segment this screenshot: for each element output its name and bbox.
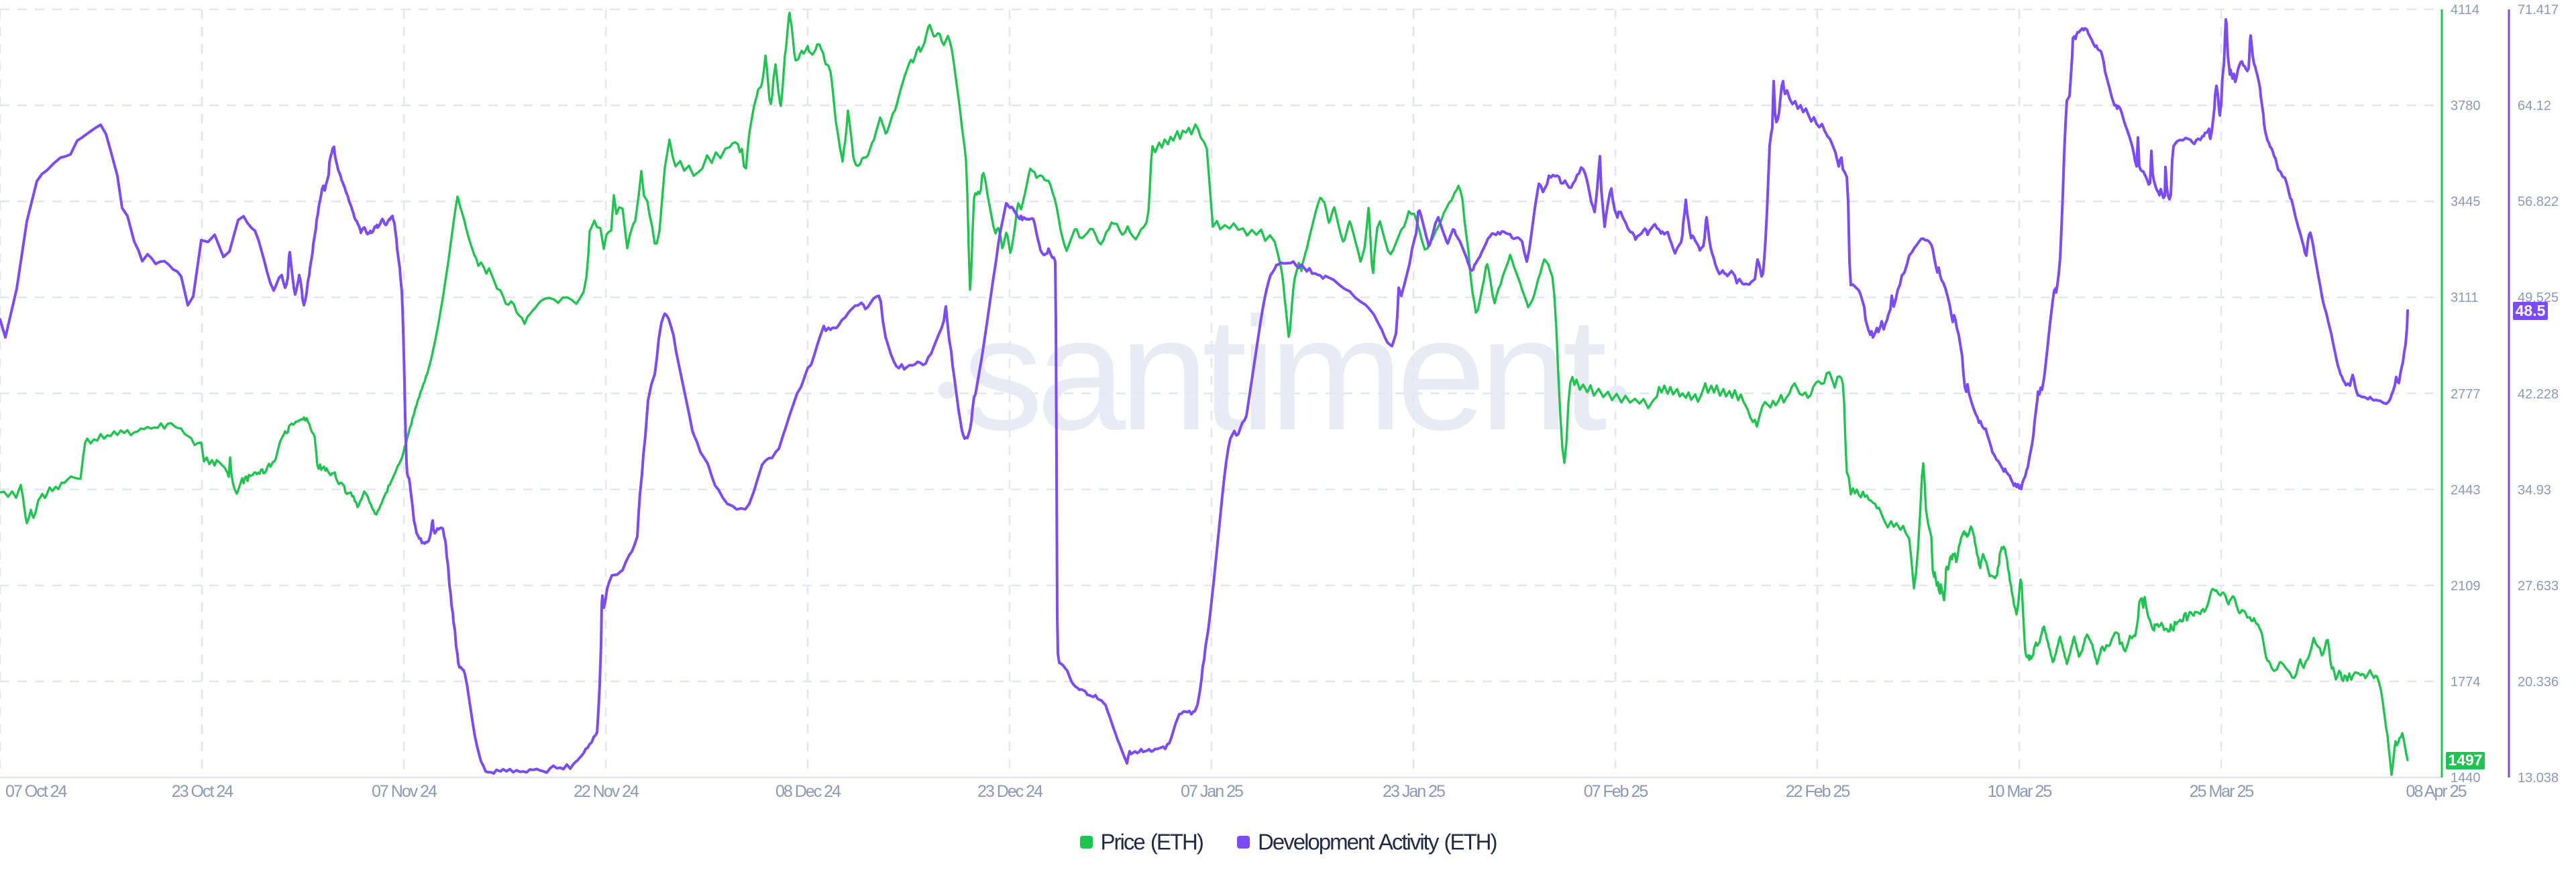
svg-text:23 Dec 24: 23 Dec 24 [977,782,1043,801]
svg-text:34.93: 34.93 [2518,483,2551,498]
svg-text:2109: 2109 [2451,579,2481,594]
svg-text:07 Feb 25: 07 Feb 25 [1584,782,1648,801]
svg-text:48.5: 48.5 [2516,302,2546,319]
svg-text:25 Mar 25: 25 Mar 25 [2190,782,2254,801]
svg-text:08 Dec 24: 08 Dec 24 [775,782,841,801]
svg-text:santiment: santiment [963,284,1606,464]
svg-text:2777: 2777 [2451,387,2481,402]
svg-text:07 Jan 25: 07 Jan 25 [1181,782,1243,801]
svg-text:23 Jan 25: 23 Jan 25 [1383,782,1445,801]
svg-text:22 Feb 25: 22 Feb 25 [1786,782,1850,801]
svg-text:27.633: 27.633 [2518,579,2559,594]
svg-text:1440: 1440 [2451,771,2481,785]
svg-text:1497: 1497 [2448,751,2482,769]
svg-text:07 Oct 24: 07 Oct 24 [5,782,67,801]
svg-text:22 Nov 24: 22 Nov 24 [574,782,639,801]
svg-text:56.822: 56.822 [2518,195,2559,209]
svg-text:3445: 3445 [2451,195,2481,209]
svg-text:3111: 3111 [2451,290,2479,305]
svg-text:2443: 2443 [2451,483,2481,498]
svg-text:49.525: 49.525 [2518,290,2559,305]
svg-text:08 Apr 25: 08 Apr 25 [2406,782,2466,801]
svg-text:23 Oct 24: 23 Oct 24 [172,782,233,801]
svg-text:10 Mar 25: 10 Mar 25 [1988,782,2052,801]
svg-text:4114: 4114 [2451,3,2479,17]
svg-text:1774: 1774 [2451,675,2481,690]
svg-text:20.336: 20.336 [2518,675,2559,690]
svg-text:42.228: 42.228 [2518,387,2559,402]
svg-text:07 Nov 24: 07 Nov 24 [372,782,437,801]
svg-text:64.12: 64.12 [2518,99,2551,113]
svg-text:13.038: 13.038 [2518,771,2559,785]
svg-text:71.417: 71.417 [2518,3,2559,17]
svg-text:3780: 3780 [2451,99,2481,113]
